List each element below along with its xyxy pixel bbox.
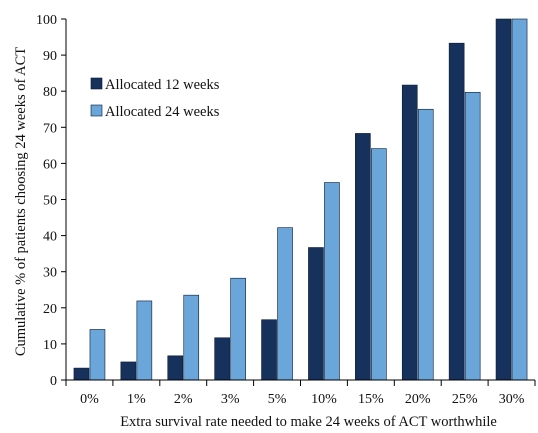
y-tick-label: 50 [43,194,57,209]
bar-allocated-12-weeks [120,361,137,381]
y-tick-label: 20 [43,302,57,317]
bar-allocated-12-weeks [261,319,277,381]
bar-allocated-12-weeks [495,18,512,381]
y-tick-label: 70 [43,121,57,136]
legend: Allocated 12 weeks Allocated 24 weeks [90,77,220,120]
bar-allocated-24-weeks [183,294,200,381]
bar-allocated-12-weeks [308,247,324,381]
bar-allocated-24-weeks [324,182,340,381]
legend-label: Allocated 24 weeks [105,104,220,120]
x-tick-label: 25% [452,392,478,407]
y-tick-label: 40 [43,230,57,245]
x-tick-label: 1% [127,392,146,407]
bar-allocated-24-weeks [230,277,246,381]
legend-label: Allocated 12 weeks [105,77,220,93]
y-axis-title: Cumulative % of patients choosing 24 wee… [13,47,29,356]
x-tick-label: 10% [311,392,337,407]
x-tick-label: 2% [174,392,193,407]
bar-allocated-12-weeks [73,367,90,381]
legend-swatch [90,104,103,117]
bars-layer [73,18,528,381]
bar-allocated-24-weeks [277,227,293,381]
x-tick-label: 30% [499,392,525,407]
bar-allocated-12-weeks [355,133,371,381]
bar-allocated-12-weeks [448,42,465,381]
bar-allocated-24-weeks [136,300,153,381]
y-tick-label: 90 [43,49,57,64]
x-tick-label: 15% [358,392,384,407]
y-tick-label: 100 [36,13,57,28]
x-tick-label: 5% [268,392,287,407]
bar-allocated-24-weeks [417,108,434,381]
legend-swatch [90,77,103,90]
ticks-layer: 0 10 20 30 40 50 60 70 80 90 100 0% 1% 2% 3% 5% 10% 15% 20… [36,13,536,407]
bar-allocated-24-weeks [464,91,481,381]
y-tick-label: 10 [43,338,57,353]
x-tick-label: 20% [405,392,431,407]
y-tick-label: 30 [43,266,57,281]
bar-allocated-12-weeks [167,355,184,381]
bar-allocated-24-weeks [371,148,387,381]
bar-allocated-12-weeks [214,337,230,381]
y-tick-label: 0 [50,374,57,389]
x-tick-label: 3% [221,392,240,407]
x-axis-title: Extra survival rate needed to make 24 we… [120,414,497,430]
bar-allocated-24-weeks [511,18,528,381]
y-tick-label: 80 [43,85,57,100]
axes-layer [65,19,535,381]
y-tick-label: 60 [43,157,57,172]
bar-allocated-24-weeks [89,329,106,381]
bar-allocated-12-weeks [401,84,418,381]
x-tick-label: 0% [80,392,99,407]
